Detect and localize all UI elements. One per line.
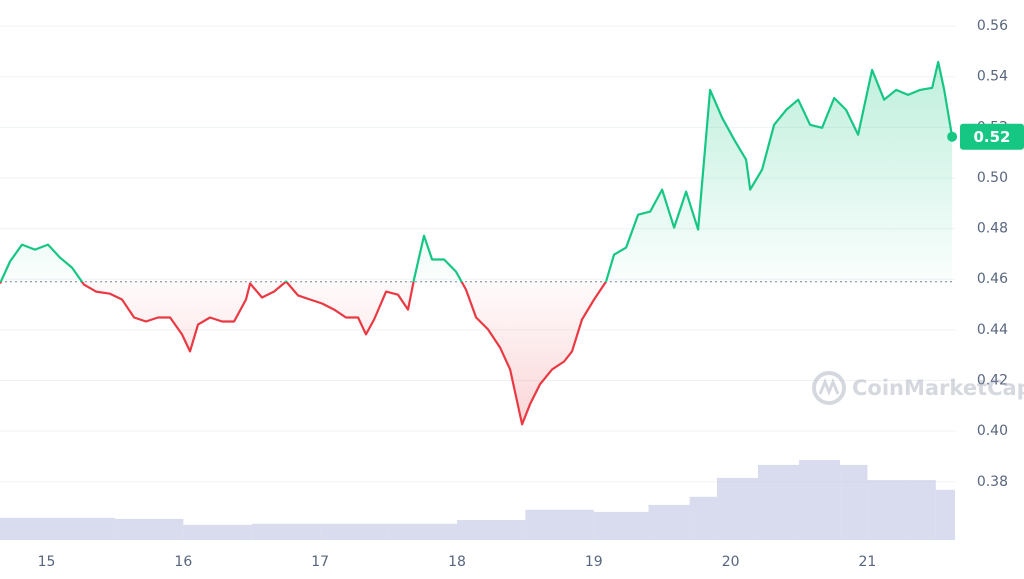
x-tick-label: 17 xyxy=(311,554,329,570)
volume-bar xyxy=(320,523,389,540)
x-tick-label: 21 xyxy=(859,554,877,570)
volume-bar xyxy=(867,480,909,540)
price-tag-label: 0.52 xyxy=(973,128,1010,146)
y-tick-label: 0.48 xyxy=(977,221,1008,237)
volume-bar xyxy=(251,523,321,540)
volume-bar xyxy=(388,523,457,540)
y-tick-label: 0.42 xyxy=(977,373,1008,389)
volume-bar xyxy=(716,477,758,540)
volume-bar xyxy=(593,511,649,540)
volume-bar xyxy=(456,520,526,540)
y-tick-label: 0.54 xyxy=(977,69,1008,85)
x-tick-label: 15 xyxy=(38,554,56,570)
area-fill xyxy=(0,62,953,425)
volume-bar xyxy=(908,480,936,540)
price-line xyxy=(0,60,954,426)
volume-bar xyxy=(935,489,955,540)
volume-bar xyxy=(525,509,594,540)
y-tick-label: 0.38 xyxy=(977,474,1008,490)
volume-bar xyxy=(757,464,800,540)
watermark-text: CoinMarketCap xyxy=(852,376,1024,400)
y-tick-label: 0.40 xyxy=(977,423,1008,439)
watermark-logo-mark xyxy=(818,378,840,397)
x-tick-label: 18 xyxy=(448,554,466,570)
y-tick-label: 0.46 xyxy=(977,271,1008,287)
price-tag xyxy=(960,123,1024,150)
volume-bar xyxy=(840,464,868,540)
volume-bar xyxy=(648,504,690,540)
volume-bar xyxy=(689,496,717,540)
y-tick-label: 0.56 xyxy=(977,18,1008,34)
x-tick-label: 16 xyxy=(174,554,192,570)
volume-bar xyxy=(183,524,252,540)
x-tick-label: 19 xyxy=(585,554,603,570)
volume-bar xyxy=(114,518,184,540)
volume-bar xyxy=(799,460,841,540)
y-tick-label: 0.50 xyxy=(977,170,1008,186)
x-tick-label: 20 xyxy=(722,554,740,570)
volume-bar xyxy=(0,517,115,540)
y-tick-label: 0.44 xyxy=(977,322,1008,338)
watermark-logo xyxy=(812,371,846,405)
last-point xyxy=(947,131,958,142)
watermark: CoinMarketCap xyxy=(812,371,1024,405)
